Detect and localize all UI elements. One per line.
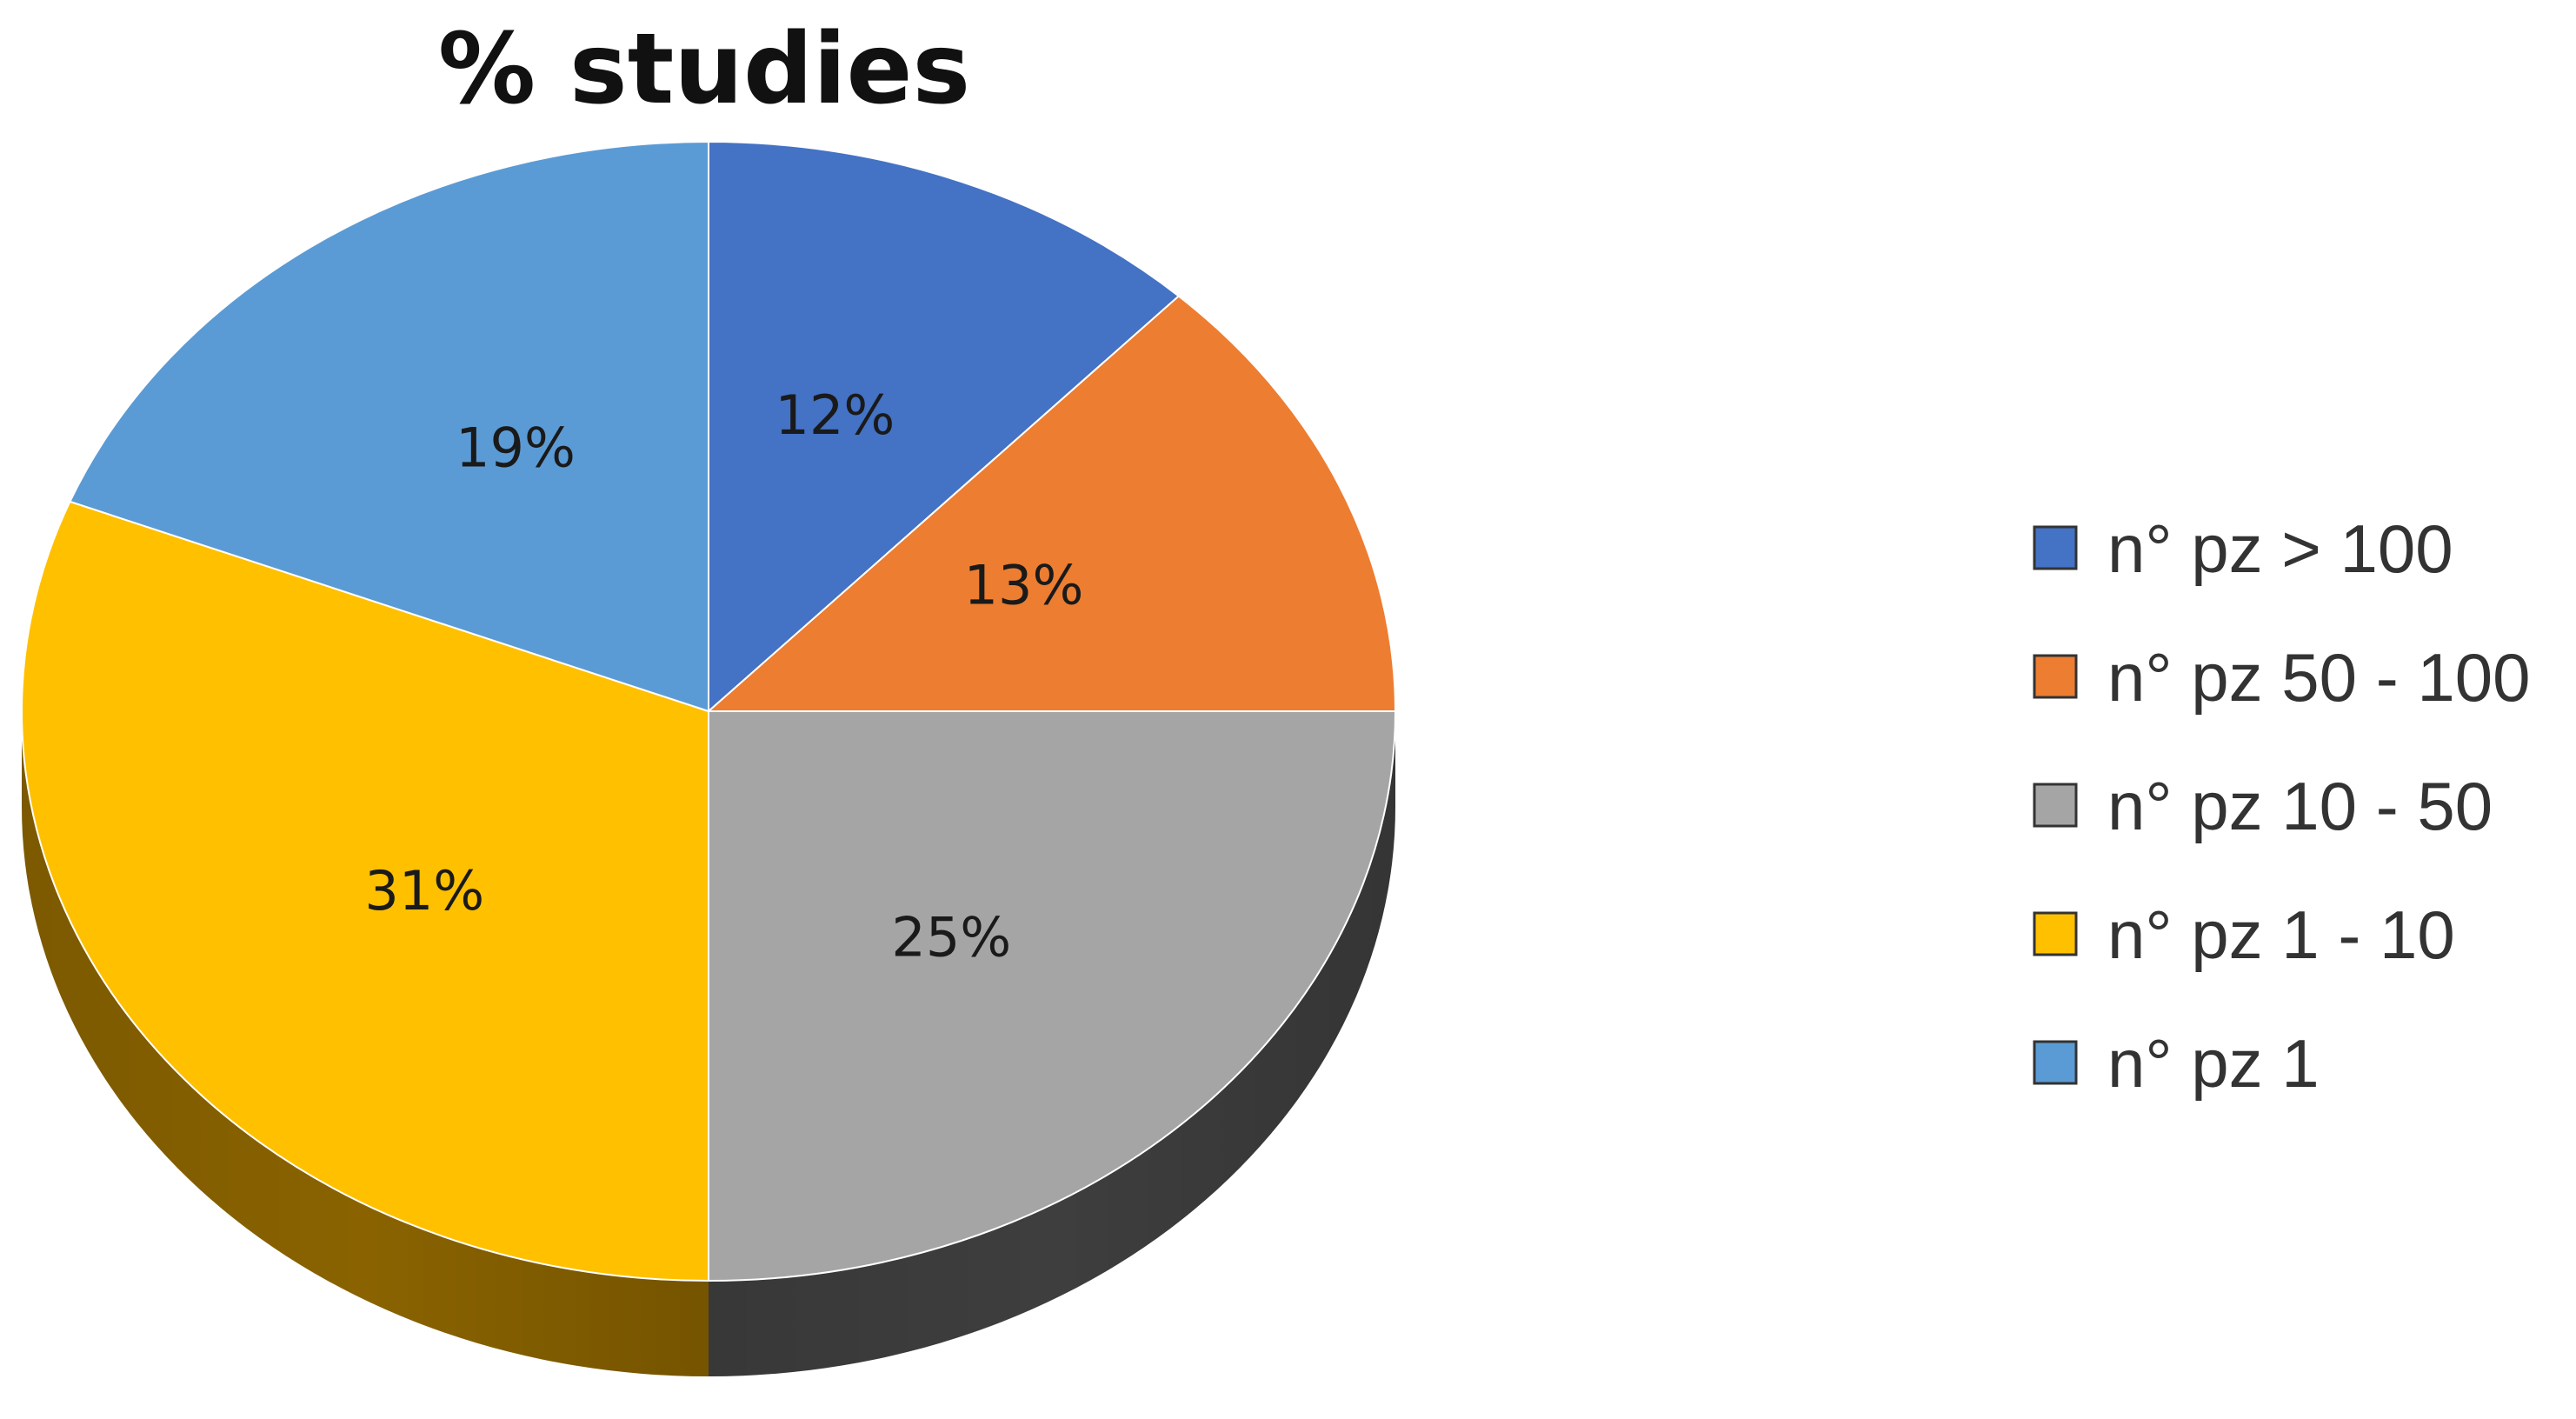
legend-swatch-n-pz-1-10 [2033,911,2078,956]
pie-depth-group [22,711,1395,1376]
pie-slice-n-pz-1 [69,140,709,713]
pie-slices-group [21,140,1397,1282]
legend: n° pz > 100 n° pz 50 - 100 n° pz 10 - 50 n°… [2033,510,2531,1102]
legend-label-n-pz-100: n° pz > 100 [2107,510,2453,587]
legend-label-n-pz-1: n° pz 1 [2107,1025,2320,1102]
slice-label-n-pz-1-10: 31% [364,859,484,923]
slice-label-n-pz-100: 12% [775,383,895,447]
legend-swatch-n-pz-100 [2033,525,2078,570]
slice-label-n-pz-1: 19% [456,416,576,480]
pie-slice-n-pz-1-10 [21,500,709,1282]
pie-labels-group: 12% 13% 25% 31% 19% [364,383,1083,969]
legend-swatch-n-pz-1 [2033,1040,2078,1085]
legend-swatch-n-pz-50-100 [2033,654,2078,699]
legend-label-n-pz-10-50: n° pz 10 - 50 [2107,768,2493,844]
slice-label-n-pz-10-50: 25% [891,905,1011,969]
legend-swatch-n-pz-10-50 [2033,783,2078,828]
pie-slice-n-pz-10-50 [708,710,1397,1282]
pie-slice-n-pz-100 [708,140,1181,714]
chart-title: % studies [438,13,970,126]
pie-slice-n-pz-50-100 [706,295,1397,712]
pie-depth-shade-n-pz-1-10 [22,711,709,1376]
legend-label-n-pz-1-10: n° pz 1 - 10 [2107,896,2455,973]
slice-label-n-pz-50-100: 13% [964,553,1084,616]
pie-depth-shade-n-pz-10-50 [709,711,1395,1376]
legend-label-n-pz-50-100: n° pz 50 - 100 [2107,639,2531,716]
